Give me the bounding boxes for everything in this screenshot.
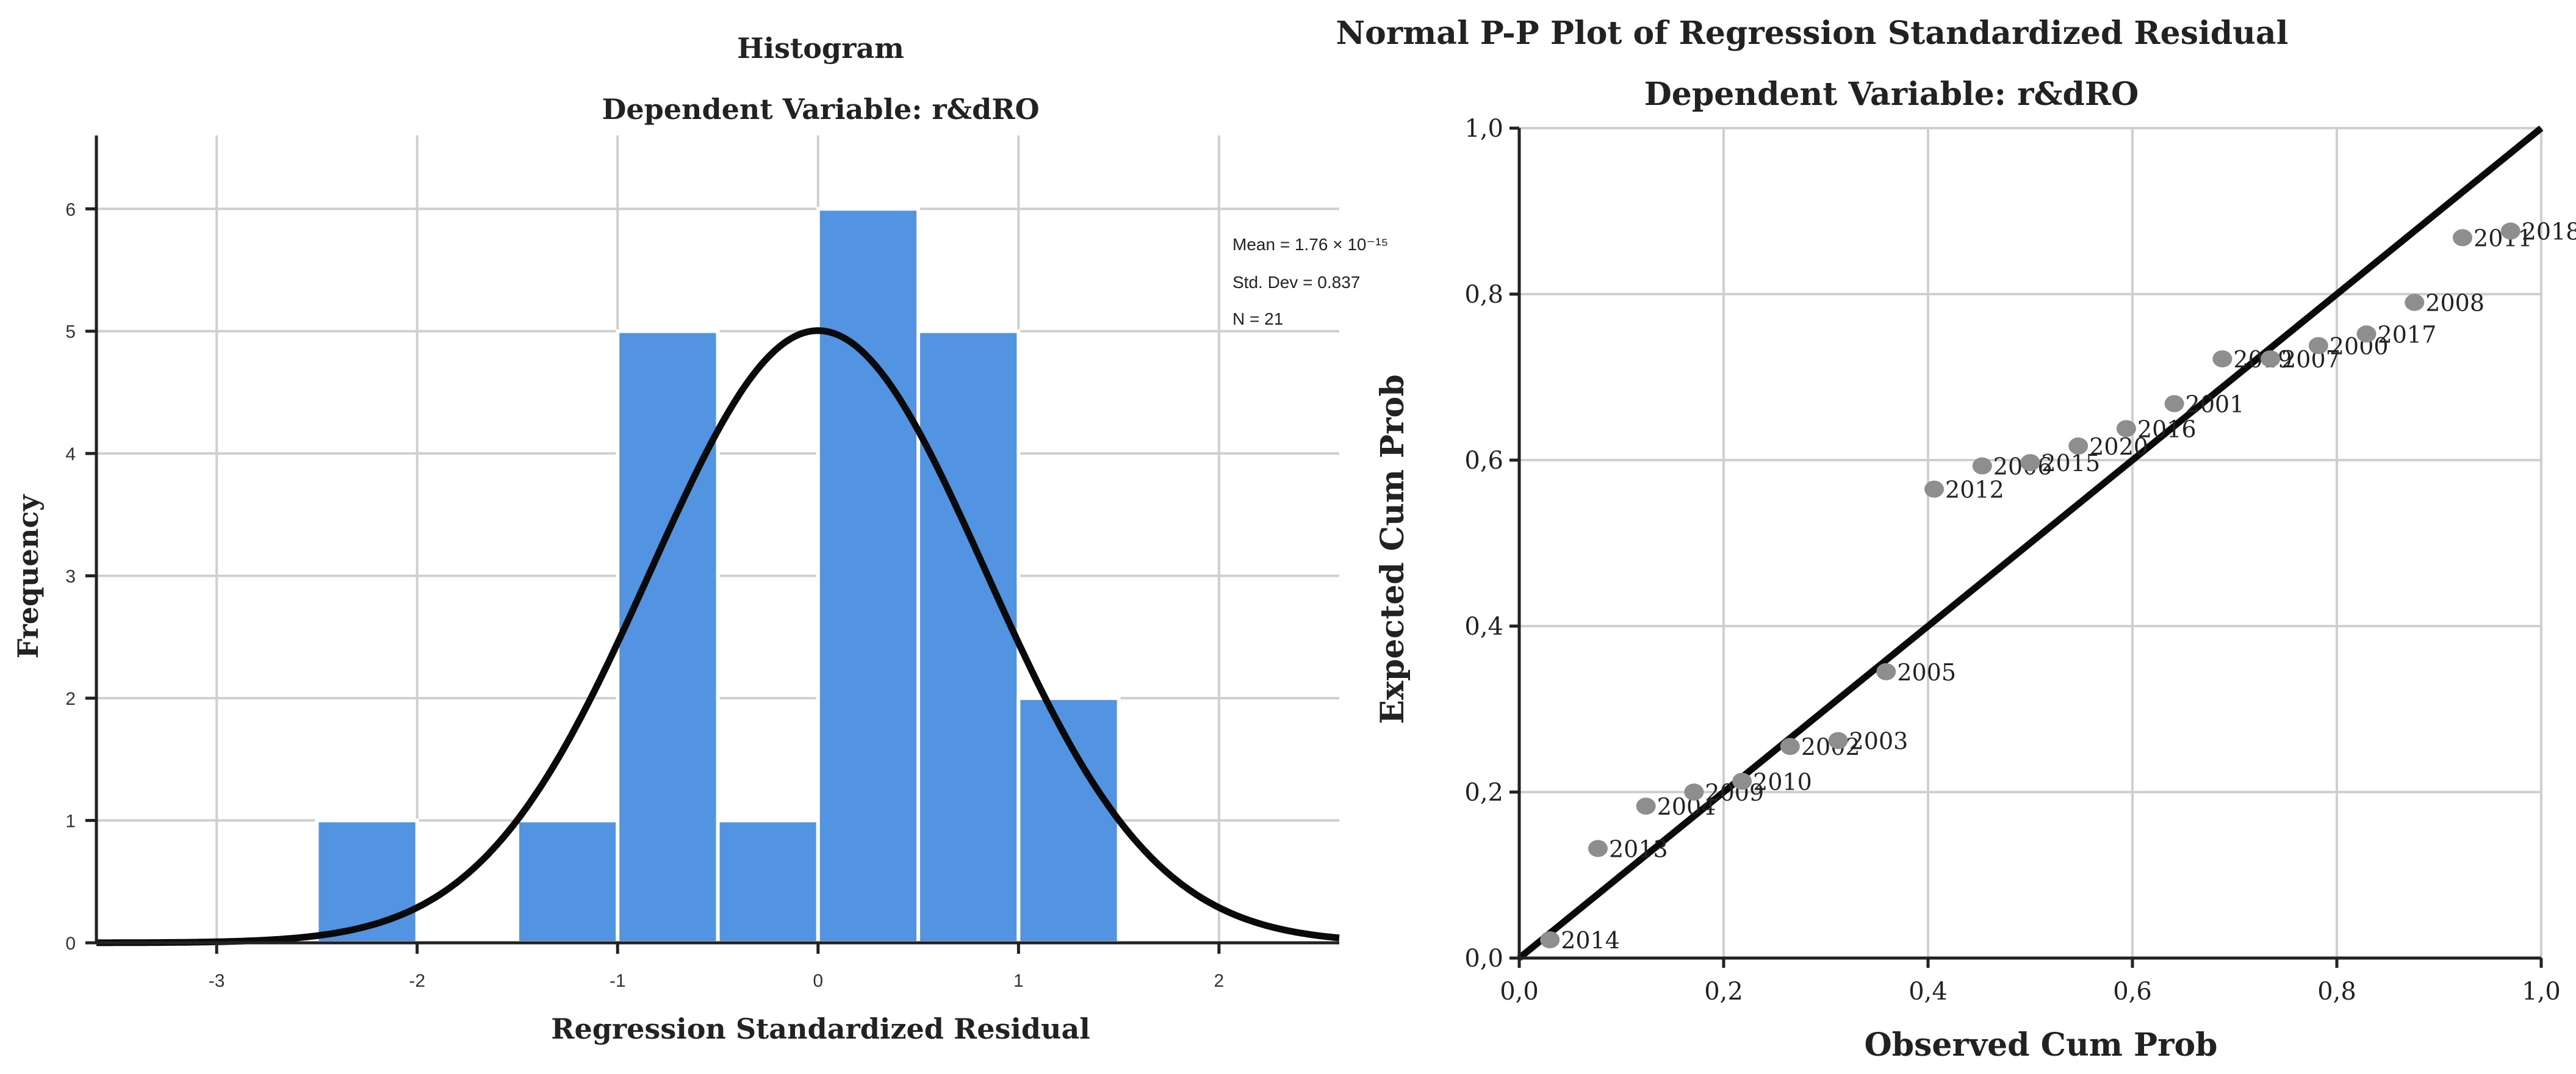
data-point <box>2405 294 2425 311</box>
data-point <box>2261 350 2281 368</box>
histogram-bar <box>716 818 820 945</box>
y-tick-label: 1,0 <box>1464 115 1503 143</box>
data-point <box>2500 222 2520 240</box>
data-point <box>2308 337 2328 355</box>
pp-plot-axes <box>1517 128 2541 960</box>
data-point <box>1876 663 1896 680</box>
reference-line <box>1517 125 2544 961</box>
y-tick-label: 0,4 <box>1464 613 1503 641</box>
data-point <box>1828 732 1848 749</box>
pp-plot-y-ticks: 0,0 0,2 0,4 0,6 0,8 1,0 <box>1464 115 1519 973</box>
x-tick-label: 0,4 <box>1909 978 1948 1006</box>
pp-plot-subtitle: Dependent Variable: r&dRO <box>1644 76 2139 113</box>
point-label: 2012 <box>1945 477 2004 503</box>
point-label: 2016 <box>2137 416 2196 442</box>
histogram-bar <box>816 207 921 945</box>
pp-plot-x-axis-label: Observed Cum Prob <box>1864 1026 2217 1064</box>
stats-std-dev: Std. Dev = 0.837 <box>1232 273 1360 292</box>
pp-plot-chart: Normal P-P Plot of Regression Standardiz… <box>1336 15 2576 1064</box>
stats-n: N = 21 <box>1232 309 1283 328</box>
data-point <box>2453 229 2473 247</box>
data-point <box>2356 325 2376 343</box>
point-label: 2015 <box>2042 450 2101 477</box>
x-tick-label: -1 <box>610 971 626 991</box>
point-label: 2001 <box>2186 391 2245 418</box>
histogram-bar <box>515 818 620 945</box>
histogram-x-ticks: -3 -2 -1 0 1 2 <box>209 943 1224 991</box>
y-tick-label: 0,8 <box>1464 281 1503 309</box>
data-point <box>1588 840 1608 857</box>
stats-mean: Mean = 1.76 × 10⁻¹⁵ <box>1232 235 1388 254</box>
data-point <box>2020 454 2040 472</box>
x-tick-label: 0,8 <box>2317 978 2356 1006</box>
histogram-x-axis-label: Regression Standardized Residual <box>551 1012 1090 1045</box>
point-label: 2004 <box>1657 793 1716 820</box>
histogram-chart: Histogram Dependent Variable: r&dRO -3 -2… <box>12 32 1388 1045</box>
data-point <box>1540 931 1560 949</box>
point-label: 2014 <box>1561 927 1620 954</box>
point-label: 2010 <box>1753 768 1812 795</box>
point-label: 2003 <box>1849 728 1909 755</box>
y-tick-label: 5 <box>65 322 76 342</box>
pp-plot-y-axis-label: Expected Cum Prob <box>1374 374 1411 724</box>
x-tick-label: 0 <box>813 971 823 991</box>
point-label: 2020 <box>2089 433 2148 460</box>
point-label: 2018 <box>2522 218 2576 245</box>
x-tick-label: 0,2 <box>1704 978 1743 1006</box>
histogram-bar <box>616 329 720 945</box>
data-point <box>1684 784 1704 801</box>
data-point <box>1636 798 1656 815</box>
y-tick-label: 0,0 <box>1464 945 1503 973</box>
point-label: 2013 <box>1609 835 1668 862</box>
data-point <box>2068 437 2089 455</box>
histogram-title: Histogram <box>737 32 904 65</box>
pp-plot-grid <box>1519 127 2542 958</box>
x-tick-label: -3 <box>209 971 225 991</box>
data-point <box>1780 738 1800 755</box>
x-tick-label: 0,0 <box>1500 978 1539 1006</box>
histogram-subtitle: Dependent Variable: r&dRO <box>602 93 1039 126</box>
pp-plot-title: Normal P-P Plot of Regression Standardiz… <box>1336 15 2289 52</box>
data-point <box>2116 420 2136 438</box>
y-tick-label: 0 <box>65 934 76 954</box>
y-tick-label: 6 <box>65 200 76 220</box>
histogram-bar <box>315 818 419 945</box>
point-label: 2017 <box>2378 321 2437 348</box>
data-point <box>1972 457 1992 475</box>
data-point <box>2164 395 2184 413</box>
histogram-bar <box>1016 696 1121 945</box>
y-tick-label: 0,2 <box>1464 779 1503 807</box>
pp-plot-x-ticks: 0,0 0,2 0,4 0,6 0,8 1,0 <box>1500 958 2561 1006</box>
y-tick-label: 0,6 <box>1464 447 1503 475</box>
point-label: 2005 <box>1897 659 1956 686</box>
y-tick-label: 3 <box>65 567 76 587</box>
x-tick-label: -2 <box>409 971 425 991</box>
y-tick-label: 4 <box>65 444 76 464</box>
normal-curve <box>96 327 1340 946</box>
histogram-axes <box>95 135 1339 945</box>
y-tick-label: 1 <box>65 812 76 832</box>
pp-plot-points: 2014201320042009201020022003200520122006… <box>1540 218 2576 954</box>
x-tick-label: 1,0 <box>2522 978 2561 1006</box>
data-point <box>1732 773 1752 790</box>
histogram-y-axis-label: Frequency <box>12 494 45 659</box>
data-point <box>1924 480 1945 498</box>
histogram-y-ticks: 0 1 2 3 4 5 6 <box>65 200 96 954</box>
data-point <box>2212 350 2232 368</box>
point-label: 2008 <box>2425 290 2484 317</box>
y-tick-label: 2 <box>65 689 76 709</box>
x-tick-label: 2 <box>1214 971 1225 991</box>
x-tick-label: 0,6 <box>2113 978 2152 1006</box>
x-tick-label: 1 <box>1013 971 1024 991</box>
histogram-bar <box>916 329 1021 945</box>
